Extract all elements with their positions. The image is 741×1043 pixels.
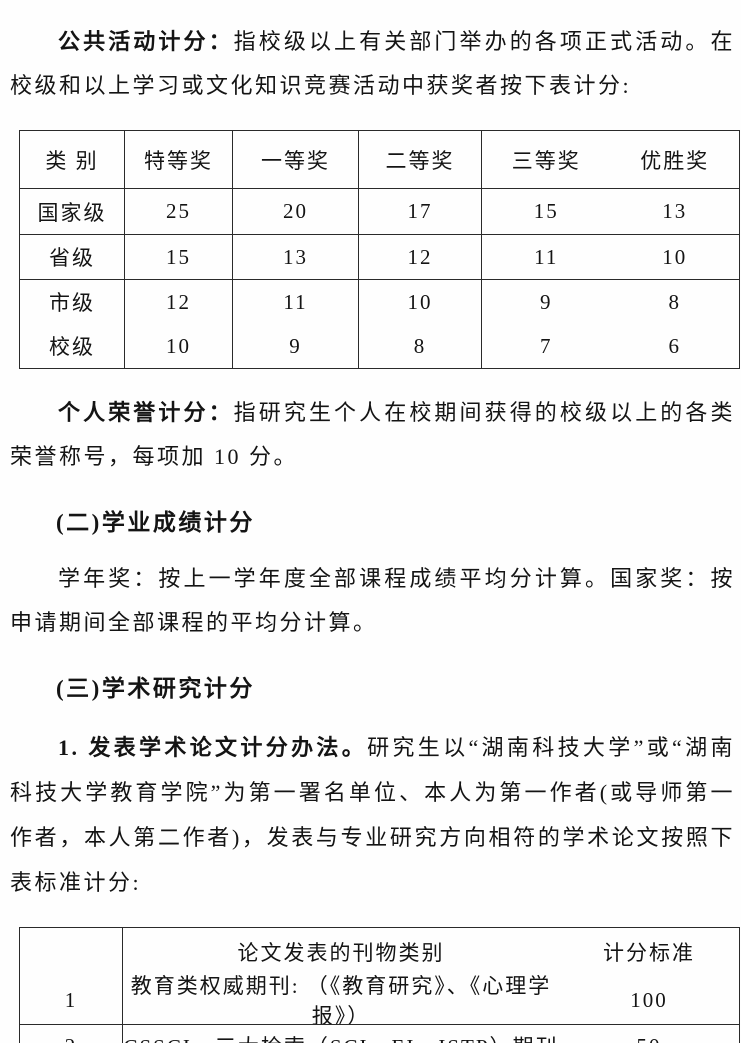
paper-header-and-row1-cell: 论文发表的刊物类别 计分标准 教育类权威期刊: （《教育研究》、《心理学报》） …	[122, 927, 740, 1025]
paper-row-content-cell: CSSCI、三大检索（SCI、EI、ISTP）期刊 50	[122, 1024, 740, 1043]
award-table-header-row: 类 别 特等奖 一等奖 二等奖 三等奖 优胜奖	[19, 130, 740, 189]
award-score-table: 类 别 特等奖 一等奖 二等奖 三等奖 优胜奖 国家级 25 20 17 15 …	[19, 130, 740, 369]
award-value: 17	[358, 188, 482, 235]
para-paper-rule: 1. 发表学术论文计分办法。研究生以“湖南科技大学”或“湖南科技大学教育学院”为…	[10, 725, 735, 905]
para-personal-honor-body: 指研究生个人在校期间获得的校级以上的各类荣誉称号，每项加 10 分。	[10, 400, 735, 469]
para-paper-rule-body: 研究生以“湖南科技大学”或“湖南科技大学教育学院”为第一署名单位、本人为第一作者…	[10, 735, 735, 895]
award-header-third: 三等奖	[481, 130, 611, 189]
paper-header-no-spacer	[21, 929, 122, 977]
award-value: 13	[232, 234, 359, 280]
award-value: 20	[232, 188, 359, 235]
award-header-category: 类 别	[19, 130, 125, 189]
heading-academic-research: (三)学术研究计分	[56, 676, 255, 701]
paper-row-no-cell: 1	[19, 927, 123, 1025]
paper-row-no: 1	[64, 987, 78, 1012]
award-value: 11	[232, 279, 359, 324]
award-row-label: 市级	[19, 279, 125, 324]
award-value: 6	[610, 324, 740, 369]
paper-score-table: 1 论文发表的刊物类别 计分标准 教育类权威期刊: （《教育研究》、《心理学报》…	[19, 927, 740, 1043]
award-value: 8	[610, 279, 740, 324]
award-value: 7	[481, 324, 611, 369]
award-header-first: 一等奖	[232, 130, 359, 189]
paper-header-score: 计分标准	[603, 941, 695, 965]
award-value: 9	[232, 324, 359, 369]
award-value: 9	[481, 279, 611, 324]
award-value: 10	[124, 324, 233, 369]
paper-table-row: 2 CSSCI、三大检索（SCI、EI、ISTP）期刊 50	[19, 1024, 740, 1043]
award-value: 10	[610, 234, 740, 280]
paper-row-score: 50	[559, 1034, 739, 1043]
para-personal-honor-lead: 个人荣誉计分：	[58, 400, 234, 425]
award-row-label: 国家级	[19, 188, 125, 235]
award-value: 15	[481, 188, 611, 235]
para-academic-record: 学年奖：按上一学年度全部课程成绩平均分计算。国家奖：按申请期间全部课程的平均分计…	[10, 566, 735, 635]
award-value: 12	[124, 279, 233, 324]
award-value: 10	[358, 279, 482, 324]
award-row-school: 校级 10 9 8 7 6	[19, 324, 740, 369]
award-row-province: 省级 15 13 12 11 10	[19, 234, 740, 280]
award-row-label: 校级	[19, 324, 125, 369]
award-header-special: 特等奖	[124, 130, 233, 189]
award-header-winner: 优胜奖	[610, 130, 740, 189]
para-public-activity-body: 指校级以上有关部门举办的各项正式活动。在校级和以上学习或文化知识竞赛活动中获奖者…	[10, 29, 735, 98]
award-value: 25	[124, 188, 233, 235]
paper-row-category: CSSCI、三大检索（SCI、EI、ISTP）期刊	[124, 1031, 560, 1043]
paper-header-category: 论文发表的刊物类别	[237, 941, 445, 965]
award-row-city: 市级 12 11 10 9 8	[19, 279, 740, 324]
paper-row-no: 2	[19, 1024, 123, 1043]
heading-academic-record: (二)学业成绩计分	[56, 510, 255, 535]
para-public-activity: 公共活动计分：指校级以上有关部门举办的各项正式活动。在校级和以上学习或文化知识竞…	[10, 20, 735, 108]
para-paper-rule-lead: 1. 发表学术论文计分办法。	[58, 735, 368, 760]
award-value: 15	[124, 234, 233, 280]
award-value: 11	[481, 234, 611, 280]
award-header-second: 二等奖	[358, 130, 482, 189]
para-public-activity-lead: 公共活动计分：	[58, 29, 234, 54]
paper-table-header-block: 1 论文发表的刊物类别 计分标准 教育类权威期刊: （《教育研究》、《心理学报》…	[19, 927, 740, 1025]
award-row-label: 省级	[19, 234, 125, 280]
paper-row-category: 教育类权威期刊: （《教育研究》、《心理学报》）	[130, 974, 552, 1025]
award-value: 12	[358, 234, 482, 280]
award-value: 13	[610, 188, 740, 235]
para-personal-honor: 个人荣誉计分：指研究生个人在校期间获得的校级以上的各类荣誉称号，每项加 10 分…	[10, 391, 735, 479]
award-value: 8	[358, 324, 482, 369]
award-row-national: 国家级 25 20 17 15 13	[19, 188, 740, 235]
paper-row-score: 100	[630, 987, 668, 1012]
